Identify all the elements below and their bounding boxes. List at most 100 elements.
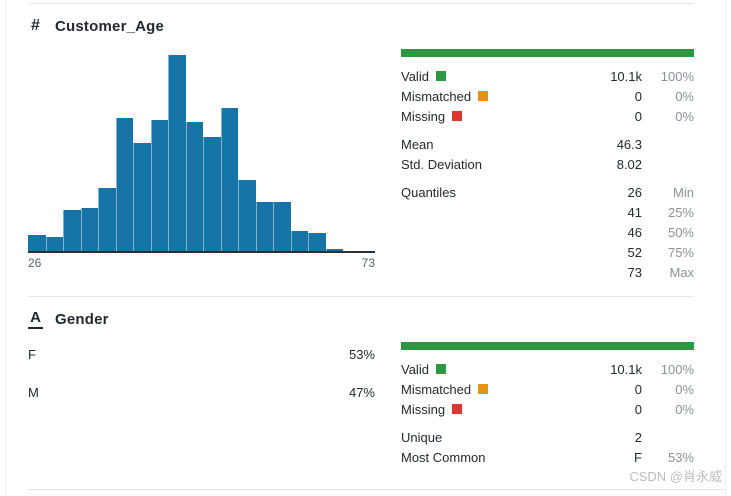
panel-left-border — [5, 0, 6, 496]
histogram-bar[interactable] — [80, 208, 98, 251]
stat-value: 0 — [634, 401, 642, 417]
column-spacer — [375, 334, 401, 467]
quantile-value: 73 — [627, 264, 642, 280]
quantile-name: 50% — [667, 224, 694, 240]
stat-label: Mismatched — [401, 88, 472, 104]
category-pct: 53% — [348, 346, 375, 362]
stats-row-mismatched: Mismatched 0 0% — [401, 86, 694, 106]
section-customer-age: # Customer_Age 26 73 Vali — [28, 3, 694, 282]
string-type-icon: A — [28, 309, 43, 329]
histogram-bar[interactable] — [325, 249, 343, 251]
stat-pct: 0% — [675, 88, 694, 104]
category-label: F — [28, 346, 36, 362]
summary-group: Mean 46.3 Std. Deviation 8.02 — [401, 134, 694, 174]
missing-swatch-icon — [452, 111, 463, 121]
stat-value: 2 — [634, 429, 642, 445]
quantile-value: 26 — [627, 184, 642, 200]
customer-age-body: 26 73 Valid 10.1k 100% — [28, 41, 694, 282]
mismatched-swatch-icon — [478, 384, 489, 394]
histogram-bar[interactable] — [45, 237, 63, 251]
stat-pct: 0% — [675, 401, 694, 417]
stat-label: Unique — [401, 429, 443, 445]
histogram-bar[interactable] — [168, 55, 186, 251]
histogram-bar[interactable] — [273, 202, 291, 251]
histogram-bar[interactable] — [203, 137, 221, 251]
quantile-row-min: Quantiles 26 Min — [401, 182, 694, 202]
histogram-bar[interactable] — [150, 120, 168, 251]
stats-row-mean: Mean 46.3 — [401, 134, 694, 154]
quantile-row-max: 73 Max — [401, 262, 694, 282]
histogram-bar[interactable] — [133, 143, 151, 251]
quantile-value: 46 — [627, 224, 642, 240]
histogram-bar[interactable] — [185, 122, 203, 251]
histogram-bar[interactable] — [220, 108, 238, 251]
histogram-bar[interactable] — [115, 118, 133, 251]
panel-right-border — [725, 0, 726, 496]
quantile-row-25: 41 25% — [401, 202, 694, 222]
category-row-f[interactable]: F 53% — [28, 346, 375, 362]
gender-stats: Valid 10.1k 100% Mismatched 0 0% — [401, 334, 694, 467]
histogram-bar[interactable] — [308, 233, 326, 251]
column-spacer — [375, 41, 401, 282]
bottom-divider — [28, 489, 724, 490]
histogram-bar[interactable] — [238, 180, 256, 251]
quantile-name: 25% — [667, 204, 694, 220]
x-axis-labels: 26 73 — [28, 253, 375, 270]
stat-value: 0 — [634, 88, 642, 104]
stat-pct: 0% — [675, 108, 694, 124]
category-list: F 53% M 47% — [28, 334, 375, 467]
histogram-bar[interactable] — [63, 210, 81, 251]
stat-value: 10.1k — [610, 68, 642, 84]
histogram-bar[interactable] — [290, 231, 308, 251]
stat-label: Missing — [401, 108, 446, 124]
age-histogram: 26 73 — [28, 41, 375, 270]
numeric-type-icon: # — [31, 17, 40, 34]
stat-label: Missing — [401, 401, 446, 417]
stat-label: Quantiles — [401, 184, 456, 200]
stats-row-missing: Missing 0 0% — [401, 106, 694, 126]
stat-label: Most Common — [401, 449, 486, 465]
stat-value: 8.02 — [616, 156, 642, 172]
quantiles-group: Quantiles 26 Min 41 25% 46 50% — [401, 182, 694, 282]
stat-pct: 100% — [660, 68, 694, 84]
histogram-column: 26 73 — [28, 41, 375, 282]
stat-value: 0 — [634, 108, 642, 124]
field-header-gender: A Gender — [28, 297, 694, 330]
section-divider — [28, 296, 694, 297]
stats-row-std-deviation: Std. Deviation 8.02 — [401, 154, 694, 174]
customer-age-stats: Valid 10.1k 100% Mismatched 0 0% — [401, 41, 694, 282]
valid-swatch-icon — [435, 364, 446, 374]
field-profile-panel: # Customer_Age 26 73 Vali — [28, 0, 694, 467]
valid-percentage-bar — [401, 49, 694, 57]
quantile-value: 52 — [627, 244, 642, 260]
stat-value: 46.3 — [616, 136, 642, 152]
histogram-bars — [28, 55, 375, 251]
category-row-m[interactable]: M 47% — [28, 384, 375, 400]
quantile-name: Min — [673, 184, 694, 200]
section-gender: A Gender F 53% M 47% Valid — [28, 296, 694, 467]
category-label: M — [28, 384, 39, 400]
stat-pct: 53% — [667, 449, 694, 465]
quantile-name: 75% — [667, 244, 694, 260]
stats-row-unique: Unique 2 — [401, 427, 694, 447]
stats-row-valid: Valid 10.1k 100% — [401, 359, 694, 379]
stat-label: Valid — [401, 361, 429, 377]
csdn-watermark: CSDN @肖永威 — [629, 469, 722, 484]
stat-value: 10.1k — [610, 361, 642, 377]
quantile-row-50: 46 50% — [401, 222, 694, 242]
quantile-row-75: 52 75% — [401, 242, 694, 262]
stats-row-mismatched: Mismatched 0 0% — [401, 379, 694, 399]
histogram-bar[interactable] — [98, 188, 116, 251]
x-axis-line — [28, 251, 375, 253]
x-axis-max-label: 73 — [361, 256, 375, 270]
mismatched-swatch-icon — [478, 91, 489, 101]
histogram-bar[interactable] — [28, 235, 46, 251]
histogram-bar[interactable] — [255, 202, 273, 251]
stat-label: Mismatched — [401, 381, 472, 397]
section-divider — [28, 3, 694, 4]
stat-value: 0 — [634, 381, 642, 397]
field-title: Customer_Age — [55, 17, 165, 35]
summary-group: Unique 2 Most Common F 53% — [401, 427, 694, 467]
stat-pct: 0% — [675, 381, 694, 397]
x-axis-min-label: 26 — [28, 256, 42, 270]
